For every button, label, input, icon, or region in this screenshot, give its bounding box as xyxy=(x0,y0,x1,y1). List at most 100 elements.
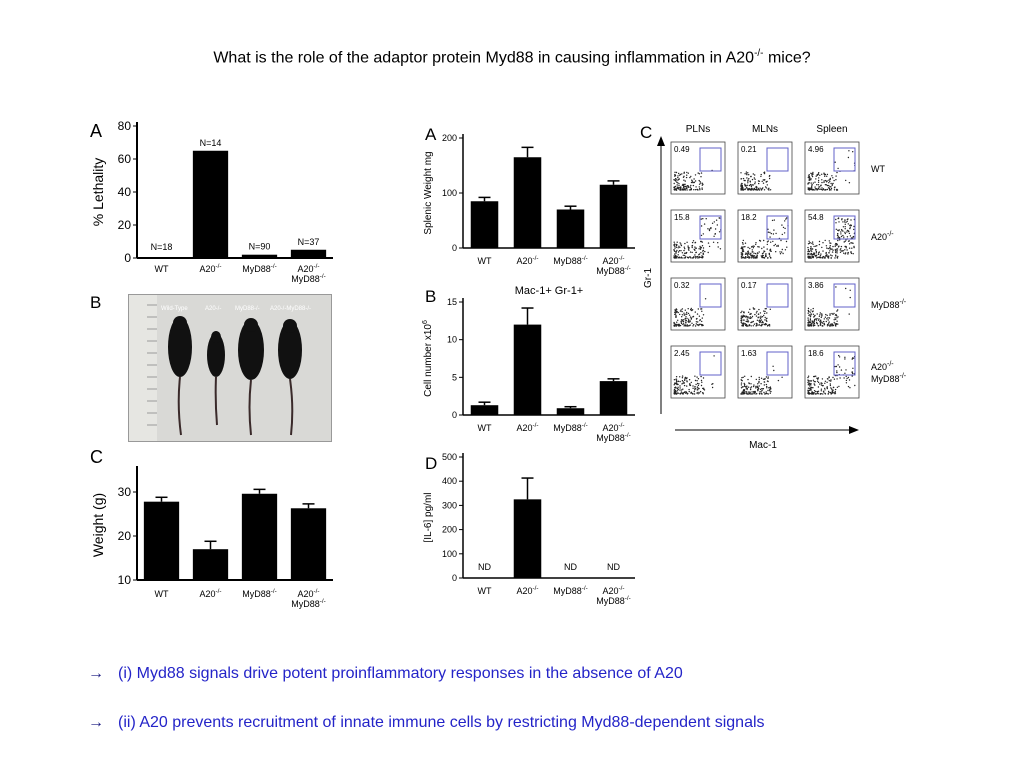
flow-dot xyxy=(834,365,836,368)
x-tick-label-mid-B-3-line-1: MyD88-/- xyxy=(596,432,630,443)
flow-dot xyxy=(702,218,704,220)
flow-dot xyxy=(699,181,701,183)
flow-dot xyxy=(758,376,760,379)
flow-dot xyxy=(683,246,685,248)
flow-dot xyxy=(807,183,809,185)
flow-dot xyxy=(749,388,752,391)
flow-dot xyxy=(832,182,834,185)
flow-dot xyxy=(852,236,854,238)
gate-0-1 xyxy=(766,147,789,172)
flow-dot xyxy=(702,377,705,379)
flow-dot xyxy=(679,242,681,244)
flow-dot xyxy=(673,379,676,381)
flow-dot xyxy=(708,229,711,232)
flow-dot xyxy=(784,249,787,251)
flow-dot xyxy=(697,172,699,174)
flow-dot xyxy=(742,250,744,253)
flow-dot xyxy=(692,257,694,259)
flow-dot xyxy=(810,246,812,248)
flow-plot-0-1: 0.21 xyxy=(737,141,793,195)
flow-dot xyxy=(834,392,837,394)
x-tick-label-mid-B-2-line-0: MyD88-/- xyxy=(553,422,587,433)
bar-left-C-0 xyxy=(143,501,180,580)
y-tick-label-mid-B-1: 5 xyxy=(452,372,457,382)
flow-dot xyxy=(677,175,679,177)
flow-dot xyxy=(829,178,831,181)
y-tick-label-mid-B-2: 10 xyxy=(447,335,457,345)
flow-dot xyxy=(744,179,746,182)
flow-dot xyxy=(701,188,703,191)
flow-dot xyxy=(711,386,714,389)
flow-dot xyxy=(678,245,680,247)
flow-dot xyxy=(810,325,812,327)
flow-dot xyxy=(826,318,828,320)
flow-dot xyxy=(762,388,765,390)
flow-dot xyxy=(751,393,754,395)
flow-dot xyxy=(749,317,752,320)
flow-dot xyxy=(811,174,813,176)
flow-dot xyxy=(820,384,823,386)
flow-dot xyxy=(822,250,824,252)
flow-dot xyxy=(741,253,744,256)
row-label-3-1: MyD88-/- xyxy=(871,373,907,384)
flow-dot xyxy=(758,188,760,191)
flow-dot xyxy=(837,167,839,170)
flow-dot xyxy=(758,392,761,395)
flow-dot xyxy=(817,325,819,327)
flow-dot xyxy=(680,250,682,252)
flow-dot xyxy=(697,308,699,310)
flow-dot xyxy=(808,250,810,252)
flow-cytometry-panel: C PLNs MLNs Spleen Gr-1 Mac-1 WT 0.49 0.21 4.96 A2… xyxy=(640,123,907,451)
flow-dot xyxy=(749,313,751,315)
flow-dot xyxy=(839,251,842,253)
flow-dot xyxy=(848,230,850,233)
flow-dot xyxy=(687,325,689,327)
flow-dot xyxy=(836,257,839,259)
flow-dot xyxy=(699,390,702,393)
flow-dot xyxy=(773,229,775,231)
flow-dot xyxy=(842,226,845,228)
flow-dot xyxy=(825,255,827,257)
bar-left-A-3 xyxy=(290,249,327,258)
flow-dot xyxy=(815,393,817,395)
bar-left-A-1 xyxy=(192,150,229,258)
flow-dot xyxy=(675,314,677,317)
flow-dot xyxy=(813,253,815,256)
flow-dot xyxy=(827,247,829,250)
flow-dot xyxy=(703,387,705,389)
flow-dot xyxy=(755,387,757,389)
flow-dot xyxy=(830,324,832,326)
flow-dot xyxy=(751,321,753,323)
flow-dot xyxy=(815,175,817,177)
flow-dot xyxy=(700,247,702,249)
flow-dot xyxy=(814,189,816,191)
flow-dot xyxy=(708,228,711,230)
flow-dot xyxy=(779,253,782,255)
flow-dot xyxy=(849,296,851,299)
flow-dot xyxy=(741,242,744,244)
flow-dot xyxy=(740,172,742,174)
gate-percentage-0-2: 4.96 xyxy=(808,145,824,154)
bullet-2-arrow-icon: → xyxy=(88,714,104,731)
flow-dot xyxy=(750,189,752,191)
flow-dot xyxy=(837,364,839,366)
flow-dot xyxy=(826,173,829,176)
flow-dot xyxy=(844,358,846,360)
flow-dot xyxy=(834,317,836,319)
flow-dot xyxy=(684,379,686,382)
flow-plot-2-2: 3.86 xyxy=(804,277,860,331)
flow-dot xyxy=(817,188,819,190)
flow-dot xyxy=(741,182,743,185)
flow-dot xyxy=(811,184,813,186)
flow-dot xyxy=(780,251,783,253)
flow-dot xyxy=(836,250,839,252)
flow-dot xyxy=(763,381,765,383)
title-superscript: -/- xyxy=(754,48,764,59)
flow-dot xyxy=(840,245,843,248)
flow-dot xyxy=(848,243,851,245)
flow-dot xyxy=(853,228,855,231)
gate-percentage-0-0: 0.49 xyxy=(674,145,690,154)
flow-dot xyxy=(831,323,834,326)
flow-dot xyxy=(769,250,772,252)
gate-3-1 xyxy=(766,351,789,376)
